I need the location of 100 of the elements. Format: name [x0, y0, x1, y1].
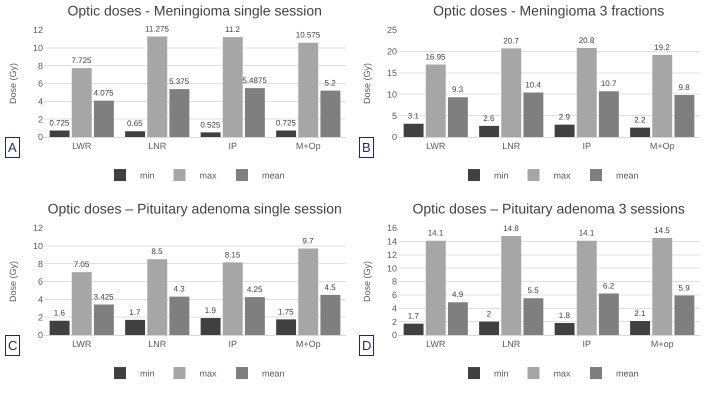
data-label: 5.375: [169, 77, 190, 86]
data-label: 5.9: [678, 284, 690, 293]
y-tick-label: 4: [38, 294, 43, 304]
chart-title: Optic doses - Meningioma single session: [67, 2, 322, 19]
data-label: 4.5: [324, 282, 336, 292]
data-label: 2.2: [634, 116, 646, 125]
bar: [320, 294, 340, 335]
bar: [501, 236, 522, 335]
bar: [598, 91, 619, 137]
data-label: 8.5: [151, 247, 164, 256]
y-axis-title: Dose (Gy): [8, 62, 18, 104]
data-label: 1.75: [278, 307, 294, 316]
bar: [125, 131, 146, 137]
bar: [276, 319, 296, 335]
legend-label: mean: [262, 170, 285, 181]
x-tick-label: LNR: [502, 338, 521, 349]
x-tick-label: LNR: [148, 338, 167, 349]
data-label: 10.4: [525, 80, 542, 90]
data-label: 5.5: [528, 286, 540, 296]
data-label: 9.3: [452, 85, 464, 94]
bar: [320, 90, 340, 137]
legend-label: max: [554, 368, 572, 379]
y-tick-label: 2: [38, 312, 43, 322]
data-label: 14.1: [578, 228, 595, 238]
data-label: 0.65: [127, 119, 144, 128]
bar: [674, 296, 694, 335]
y-tick-label: 6: [38, 276, 43, 287]
y-tick-label: 0: [392, 330, 397, 340]
x-tick-label: M+Op: [296, 338, 321, 349]
data-label: 5.2: [324, 78, 336, 88]
bar: [576, 240, 597, 335]
y-tick-label: 12: [386, 250, 397, 260]
bar: [404, 324, 424, 335]
data-label: 0.725: [49, 118, 70, 128]
bar: [523, 92, 544, 137]
data-label: 1.9: [204, 306, 216, 316]
y-tick-label: 2: [38, 114, 43, 124]
text: B: [362, 140, 371, 155]
bar: [298, 248, 318, 335]
data-label: 8.15: [224, 250, 241, 260]
bar: [479, 322, 500, 335]
y-tick-label: 5: [392, 110, 397, 121]
x-tick-label: LWR: [426, 338, 446, 349]
bar: [244, 88, 265, 137]
bar: [200, 132, 221, 137]
data-label: 11.275: [145, 24, 170, 34]
bar: [276, 130, 296, 137]
y-axis-title: Dose (Gy): [8, 260, 18, 302]
y-tick-label: 12: [32, 223, 43, 234]
bar: [652, 238, 672, 335]
y-tick-label: 10: [32, 42, 43, 53]
x-tick-label: M+Op: [650, 140, 675, 151]
bar: [169, 89, 190, 137]
y-tick-label: 0: [38, 330, 43, 340]
data-label: 2.6: [483, 114, 495, 123]
data-label: 9.7: [302, 236, 314, 246]
bar: [501, 48, 522, 137]
data-label: 14.5: [654, 226, 670, 236]
legend-label: min: [140, 170, 155, 181]
legend-label: min: [140, 368, 155, 379]
bar: [652, 54, 672, 137]
bar: [298, 42, 318, 137]
data-label: 3.1: [408, 112, 420, 121]
x-tick-label: LNR: [502, 140, 521, 151]
data-label: 4.25: [246, 285, 263, 294]
data-label: 6.2: [603, 282, 615, 291]
data-label: 14.1: [428, 228, 444, 238]
y-tick-label: 10: [386, 89, 397, 100]
y-tick-label: 25: [386, 25, 397, 36]
legend-label: min: [494, 368, 509, 379]
bar: [404, 124, 424, 137]
y-tick-label: 6: [38, 78, 43, 89]
data-label: 10.575: [296, 30, 321, 40]
legend-label: max: [200, 170, 218, 181]
data-label: 1.8: [558, 310, 570, 320]
data-label: 0.725: [276, 118, 296, 128]
bar: [94, 304, 114, 335]
data-label: 1.7: [129, 308, 141, 317]
bar: [72, 68, 92, 137]
bar: [448, 97, 468, 137]
y-tick-label: 6: [392, 290, 397, 300]
data-label: 4.3: [174, 284, 186, 294]
y-axis-title: Dose (Gy): [362, 62, 372, 104]
bar: [426, 240, 446, 335]
y-tick-label: 0: [392, 132, 397, 142]
bar: [598, 294, 619, 335]
data-label: 19.2: [654, 42, 670, 52]
x-tick-label: LNR: [148, 140, 167, 151]
data-label: 9.8: [678, 83, 690, 92]
y-tick-label: 4: [38, 96, 43, 106]
data-label: 5.4875: [242, 76, 268, 86]
x-tick-label: IP: [228, 140, 238, 151]
y-tick-label: 8: [392, 276, 397, 287]
data-label: 4.075: [94, 88, 114, 98]
legend-label: mean: [262, 368, 285, 379]
y-tick-label: 8: [38, 60, 43, 71]
bar: [72, 272, 92, 335]
bar: [674, 95, 694, 137]
y-tick-label: 12: [32, 25, 43, 36]
y-tick-label: 10: [32, 240, 43, 251]
